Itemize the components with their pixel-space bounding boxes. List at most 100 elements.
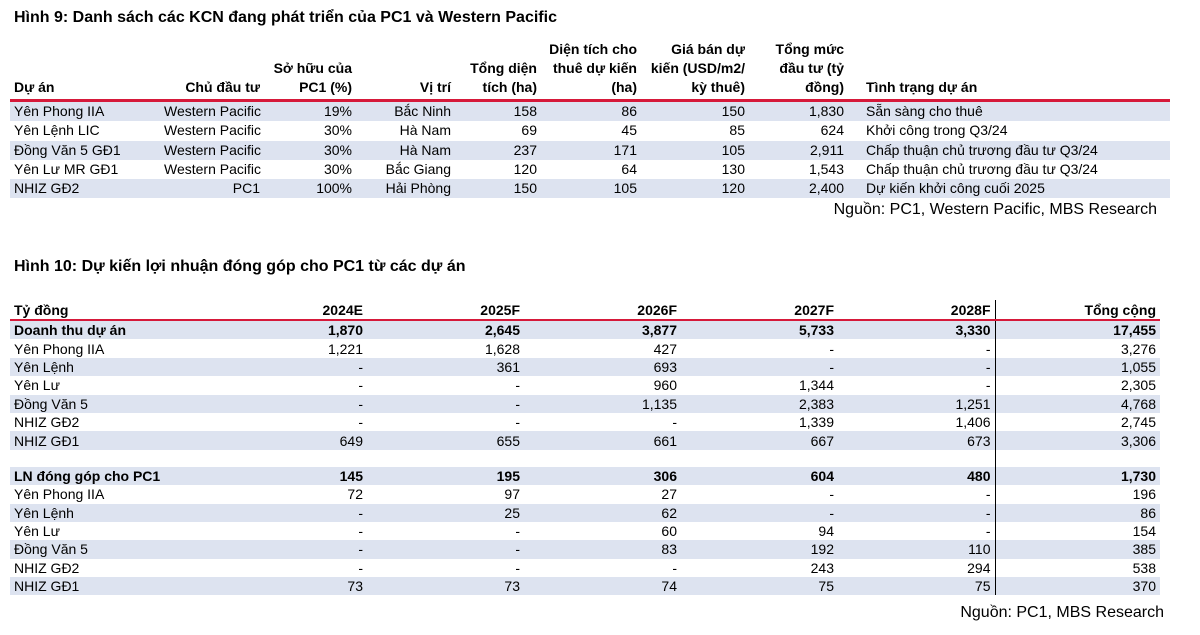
table-row: Yên Phong IIA Western Pacific 19% Bắc Ninh 1… bbox=[10, 100, 1170, 122]
cell-label: Đồng Văn 5 bbox=[10, 394, 210, 413]
cell-total: 3,306 bbox=[995, 431, 1160, 450]
cell-ownership: 19% bbox=[264, 100, 356, 122]
header-2027f: 2027F bbox=[681, 300, 838, 321]
cell-2024e: 145 bbox=[210, 466, 367, 486]
cell-2026f: 693 bbox=[524, 357, 681, 377]
table-row: Yên Phong IIA 72 97 27 - - 196 bbox=[10, 485, 1160, 504]
cell-2028f: - bbox=[838, 521, 996, 541]
cell-2027f: 5,733 bbox=[681, 320, 838, 340]
cell-total: 86 bbox=[995, 503, 1160, 522]
summary-row: LN đóng góp cho PC1 145 195 306 604 480 1,730 bbox=[10, 466, 1160, 486]
cell-location: Hà Nam bbox=[399, 122, 451, 139]
cell-investor: Western Pacific bbox=[164, 122, 261, 139]
cell-2025f: - bbox=[367, 394, 524, 413]
table-row: Đồng Văn 5- -1,135 2,383 1,251 4,768 bbox=[10, 394, 1160, 413]
cell-project: Yên Lư MR GĐ1 bbox=[14, 161, 119, 178]
cell-total: 385 bbox=[995, 540, 1160, 559]
cell-total-area: 158 bbox=[455, 100, 541, 122]
cell-2027f: 192 bbox=[681, 540, 838, 559]
cell-2027f: - bbox=[681, 503, 838, 522]
cell-2024e: - bbox=[210, 357, 367, 377]
cell-ownership: 30% bbox=[323, 161, 352, 178]
cell-2027f: 243 bbox=[810, 559, 834, 576]
cell-total: 154 bbox=[1132, 523, 1156, 540]
cell-lease-area: 105 bbox=[541, 179, 641, 199]
cell-ownership: 100% bbox=[264, 179, 356, 199]
cell-2028f: 1,251 bbox=[838, 394, 996, 413]
cell-label: NHIZ GĐ2 bbox=[14, 559, 80, 576]
cell-total: 1,055 bbox=[995, 357, 1160, 377]
cell-2027f: 1,339 bbox=[798, 414, 834, 431]
header-unit: Tỷ đồng bbox=[10, 300, 210, 321]
table-row: NHIZ GĐ2 - - - 243 294 538 bbox=[10, 558, 1160, 578]
cell-total-area: 120 bbox=[513, 161, 537, 178]
cell-2027f: - bbox=[829, 340, 834, 357]
cell-2026f: 62 bbox=[524, 503, 681, 522]
cell-lease-area: 86 bbox=[541, 100, 641, 122]
cell-total: 3,276 bbox=[1120, 340, 1156, 357]
cell-location: Bắc Ninh bbox=[356, 100, 455, 122]
header-investment: Tổng mức đầu tư (tỷ đồng) bbox=[749, 40, 848, 102]
cell-price: 105 bbox=[641, 140, 749, 160]
cell-2025f: 25 bbox=[367, 503, 524, 522]
table-row: Yên Phong IIA 1,221 1,628 427 - - 3,276 bbox=[10, 339, 1160, 358]
header-2025f: 2025F bbox=[367, 300, 524, 321]
cell-2026f: 27 bbox=[661, 486, 677, 503]
cell-2027f: 2,383 bbox=[681, 394, 838, 413]
cell-total: 2,745 bbox=[1120, 414, 1156, 431]
cell-project: Yên Phong IIA bbox=[10, 100, 160, 122]
cell-ownership: 30% bbox=[264, 140, 356, 160]
cell-total: 538 bbox=[1132, 559, 1156, 576]
cell-label: NHIZ GĐ1 bbox=[10, 577, 210, 596]
header-lease-area: Diện tích cho thuê dự kiến (ha) bbox=[541, 40, 641, 102]
cell-2024e: - bbox=[210, 394, 367, 413]
cell-investor: Western Pacific bbox=[160, 100, 264, 122]
cell-investment: 624 bbox=[820, 122, 844, 139]
cell-2025f: - bbox=[515, 414, 520, 431]
cell-2028f: - bbox=[838, 485, 996, 504]
cell-investment: 1,830 bbox=[749, 100, 848, 122]
cell-2027f: - bbox=[681, 357, 838, 377]
cell-2024e: - bbox=[358, 377, 363, 394]
cell-location: Bắc Giang bbox=[385, 161, 451, 178]
cell-label: Doanh thu dự án bbox=[10, 320, 210, 340]
cell-2025f: - bbox=[367, 540, 524, 559]
cell-2028f: 75 bbox=[838, 577, 996, 596]
cell-location: Hải Phòng bbox=[356, 179, 455, 199]
cell-investment: 2,911 bbox=[749, 140, 848, 160]
cell-price: 150 bbox=[641, 100, 749, 122]
cell-label: LN đóng góp cho PC1 bbox=[10, 466, 210, 486]
table-row: NHIZ GĐ1 649 655 661 667 673 3,306 bbox=[10, 431, 1160, 450]
cell-2027f: 604 bbox=[681, 466, 838, 486]
cell-2027f: 94 bbox=[818, 523, 834, 540]
cell-investor: Western Pacific bbox=[164, 161, 261, 178]
cell-2028f: - bbox=[838, 503, 996, 522]
cell-2024e: 1,870 bbox=[210, 320, 367, 340]
cell-lease-area: 64 bbox=[621, 161, 637, 178]
cell-status: Dự kiến khởi công cuối 2025 bbox=[848, 179, 1170, 199]
cell-2028f: 3,330 bbox=[838, 320, 996, 340]
cell-total: 196 bbox=[1132, 486, 1156, 503]
cell-2028f: - bbox=[838, 376, 996, 395]
spacer-row bbox=[10, 449, 1160, 467]
cell-2028f: 673 bbox=[838, 431, 996, 450]
cell-2024e: - bbox=[358, 523, 363, 540]
table-row: Yên Lư - -960 1,344-2,305 bbox=[10, 376, 1160, 395]
cell-price: 85 bbox=[729, 122, 745, 139]
cell-lease-area: 171 bbox=[541, 140, 641, 160]
cell-2026f: - bbox=[672, 559, 677, 576]
cell-status: Khởi công trong Q3/24 bbox=[866, 122, 1008, 139]
cell-label: Yên Lư bbox=[14, 523, 60, 540]
cell-2027f: 75 bbox=[681, 577, 838, 596]
table-row: NHIZ GĐ2 - - - 1,339 1,406 2,745 bbox=[10, 412, 1160, 432]
cell-2026f: 3,877 bbox=[524, 320, 681, 340]
cell-total: 370 bbox=[995, 577, 1160, 596]
cell-2028f: 1,406 bbox=[838, 412, 996, 432]
cell-label: NHIZ GĐ1 bbox=[10, 431, 210, 450]
cell-2025f: 195 bbox=[367, 466, 524, 486]
cell-2026f: - bbox=[672, 414, 677, 431]
cell-2024e: - bbox=[210, 540, 367, 559]
cell-2025f: 1,628 bbox=[484, 340, 520, 357]
cell-2024e: 72 bbox=[347, 486, 363, 503]
cell-total: 17,455 bbox=[995, 320, 1160, 340]
